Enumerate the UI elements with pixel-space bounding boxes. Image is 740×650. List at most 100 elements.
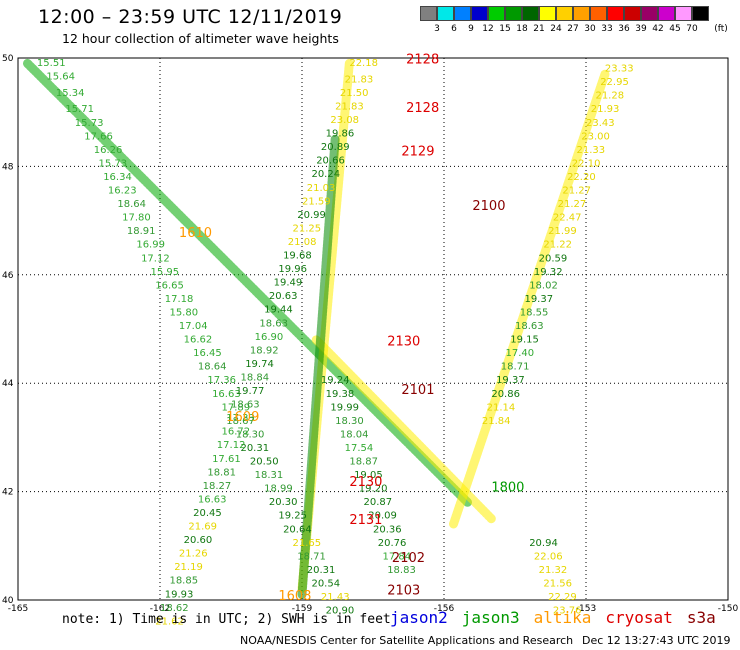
colorbar-swatch: [624, 6, 641, 21]
swh-label: 18.02: [529, 280, 558, 291]
swh-label: 17.61: [212, 454, 241, 465]
swh-label: 22.20: [567, 172, 596, 183]
swh-label: 15.73: [98, 158, 127, 169]
colorbar-swatch: [692, 6, 709, 21]
colorbar-unit-label: (ft): [714, 24, 728, 34]
swh-label: 16.63: [198, 494, 227, 505]
colorbar-swatch: [641, 6, 658, 21]
swh-label: 23.43: [586, 118, 615, 129]
colorbar-level-label: 6: [451, 24, 457, 34]
swh-label: 16.90: [255, 332, 284, 343]
swh-label: 23.33: [605, 64, 634, 75]
pass-time-label: 2102: [392, 551, 425, 566]
swh-label: 23.76: [553, 606, 582, 617]
swh-label: 20.54: [311, 578, 340, 589]
swh-label: 20.30: [269, 497, 298, 508]
swh-label: 20.60: [184, 535, 213, 546]
swh-label: 19.49: [274, 278, 303, 289]
colorbar-swatch: [454, 6, 471, 21]
swh-label: 19.68: [283, 251, 312, 262]
pass-time-label: 1608: [278, 589, 311, 604]
swh-label: 18.71: [297, 551, 326, 562]
swh-label: 18.91: [127, 226, 156, 237]
swh-label: 19.93: [165, 589, 194, 600]
lat-tick-label: 40: [2, 596, 14, 606]
satellite-track: [22, 58, 473, 507]
pass-time-label: 2131: [349, 513, 382, 528]
swh-label: 21.25: [293, 223, 322, 234]
swh-label: 18.63: [259, 318, 288, 329]
swh-label: 18.84: [240, 372, 269, 383]
map-title: 12:00 – 23:59 UTC 12/11/2019: [38, 6, 343, 28]
swh-label: 18.85: [169, 576, 198, 587]
satellite-legend-item: jason3: [461, 608, 520, 627]
swh-label: 20.31: [240, 443, 269, 454]
swh-label: 16.72: [222, 427, 251, 438]
colorbar-level-label: 27: [567, 24, 579, 34]
pass-time-label: 2128: [406, 101, 439, 116]
swh-label: 15.95: [151, 267, 180, 278]
swh-label: 19.25: [278, 511, 307, 522]
swh-label: 15.34: [56, 88, 85, 99]
swh-label: 17.18: [165, 294, 194, 305]
swh-label: 22.47: [553, 213, 582, 224]
colorbar-swatch: [658, 6, 675, 21]
swh-label: 17.80: [122, 213, 151, 224]
swh-label: 18.87: [349, 457, 378, 468]
swh-label: 19.74: [245, 359, 274, 370]
swh-label: 17.04: [179, 321, 208, 332]
swh-label: 20.66: [316, 156, 345, 167]
swh-label: 22.10: [572, 158, 601, 169]
swh-label: 18.30: [335, 416, 364, 427]
pass-time-label: 2100: [472, 199, 505, 214]
swh-label: 20.86: [491, 389, 520, 400]
swh-label: 15.64: [46, 72, 75, 83]
swh-label: 18.62: [160, 603, 189, 614]
swh-label: 21.83: [345, 74, 374, 85]
swh-label: 18.71: [501, 362, 530, 373]
colorbar-level-label: 24: [550, 24, 562, 34]
swh-label: 18.99: [264, 484, 293, 495]
colorbar-swatch: [420, 6, 437, 21]
map-frame: [17, 57, 729, 601]
swh-label: 16.63: [212, 389, 241, 400]
swh-label: 15.73: [75, 118, 104, 129]
swh-label: 18.31: [255, 470, 284, 481]
swh-label: 19.15: [510, 335, 539, 346]
pass-time-label: 2101: [401, 383, 434, 398]
lat-tick-label: 50: [2, 54, 14, 64]
swh-label: 16.99: [136, 240, 165, 251]
swh-label: 20.87: [364, 497, 393, 508]
swh-label: 21.69: [188, 522, 217, 533]
swh-label: 17.40: [506, 348, 535, 359]
colorbar-level-label: 12: [482, 24, 494, 34]
swh-label: 16.26: [94, 145, 123, 156]
satellite-track: [297, 134, 340, 600]
swh-label: 20.90: [326, 606, 355, 617]
swh-label: 19.05: [354, 470, 383, 481]
lat-tick-label: 44: [2, 379, 14, 389]
colorbar-swatch: [437, 6, 454, 21]
colorbar-swatch: [607, 6, 624, 21]
swh-label: 17.12: [141, 253, 170, 264]
swh-label: 15.80: [169, 307, 198, 318]
swh-label: 17.84: [382, 551, 411, 562]
swh-label: 20.94: [529, 538, 558, 549]
swh-label: 19.96: [278, 264, 307, 275]
pass-time-label: 2128: [406, 52, 439, 67]
swh-label: 19.37: [496, 375, 525, 386]
colorbar-level-label: 3: [434, 24, 440, 34]
swh-label: 18.27: [203, 481, 232, 492]
swh-label: 17.36: [207, 375, 236, 386]
swh-label: 18.63: [515, 321, 544, 332]
satellite-legend-item: s3a: [686, 608, 716, 627]
map-subtitle: 12 hour collection of altimeter wave hei…: [62, 31, 339, 46]
swh-label: 19.20: [359, 484, 388, 495]
swh-label: 16.65: [155, 280, 184, 291]
satellite-legend-item: altika: [533, 608, 592, 627]
colorbar-swatch: [590, 6, 607, 21]
colorbar-level-label: 70: [686, 24, 698, 34]
footnote: note: 1) Time is in UTC; 2) SWH is in fe…: [62, 612, 391, 627]
swh-label: 20.99: [297, 210, 326, 221]
